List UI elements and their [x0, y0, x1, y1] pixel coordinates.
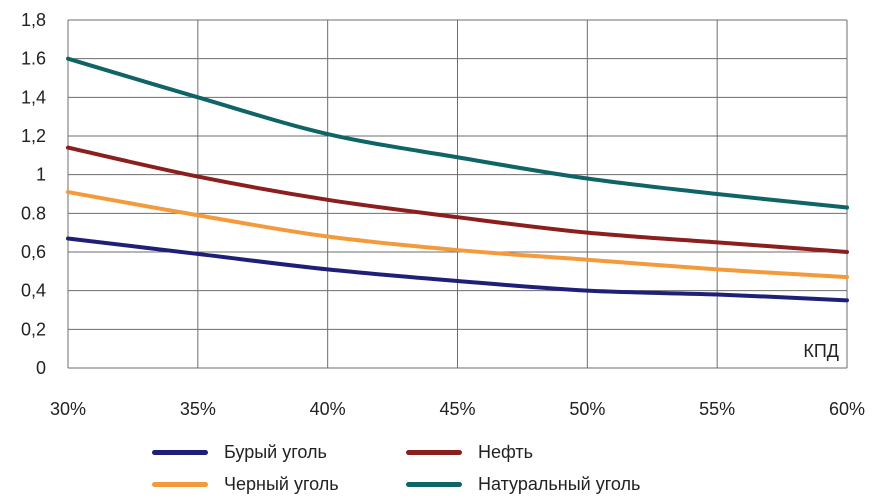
series-line-brown-coal — [66, 236, 849, 303]
y-tick-label: 1.6 — [21, 49, 46, 69]
y-tick-label: 1,4 — [21, 87, 46, 107]
series-line-oil — [66, 145, 849, 254]
x-tick-label: 55% — [699, 399, 735, 419]
x-unit-label: КПД — [803, 341, 839, 361]
x-tick-label: 60% — [829, 399, 865, 419]
x-tick-label: 35% — [180, 399, 216, 419]
y-tick-label: 1 — [36, 165, 46, 185]
x-tick-label: 40% — [310, 399, 346, 419]
series-lines — [66, 56, 849, 303]
y-tick-label: 0,4 — [21, 281, 46, 301]
x-tick-label: 30% — [50, 399, 86, 419]
y-axis-tick-labels: 0 0,2 0,4 0,6 0.8 1 1,2 1,4 1.6 1,8 — [21, 10, 46, 378]
y-tick-label: 1,2 — [21, 126, 46, 146]
y-tick-label: 1,8 — [21, 10, 46, 30]
y-tick-label: 0.8 — [21, 203, 46, 223]
y-tick-label: 0,2 — [21, 319, 46, 339]
series-line-black-coal — [66, 190, 849, 280]
x-axis-tick-labels: 30% 35% 40% 45% 50% 55% 60% — [50, 399, 865, 419]
y-tick-label: 0,6 — [21, 242, 46, 262]
x-tick-label: 50% — [569, 399, 605, 419]
y-tick-label: 0 — [36, 358, 46, 378]
x-tick-label: 45% — [439, 399, 475, 419]
series-line-natural-coal — [66, 56, 849, 210]
